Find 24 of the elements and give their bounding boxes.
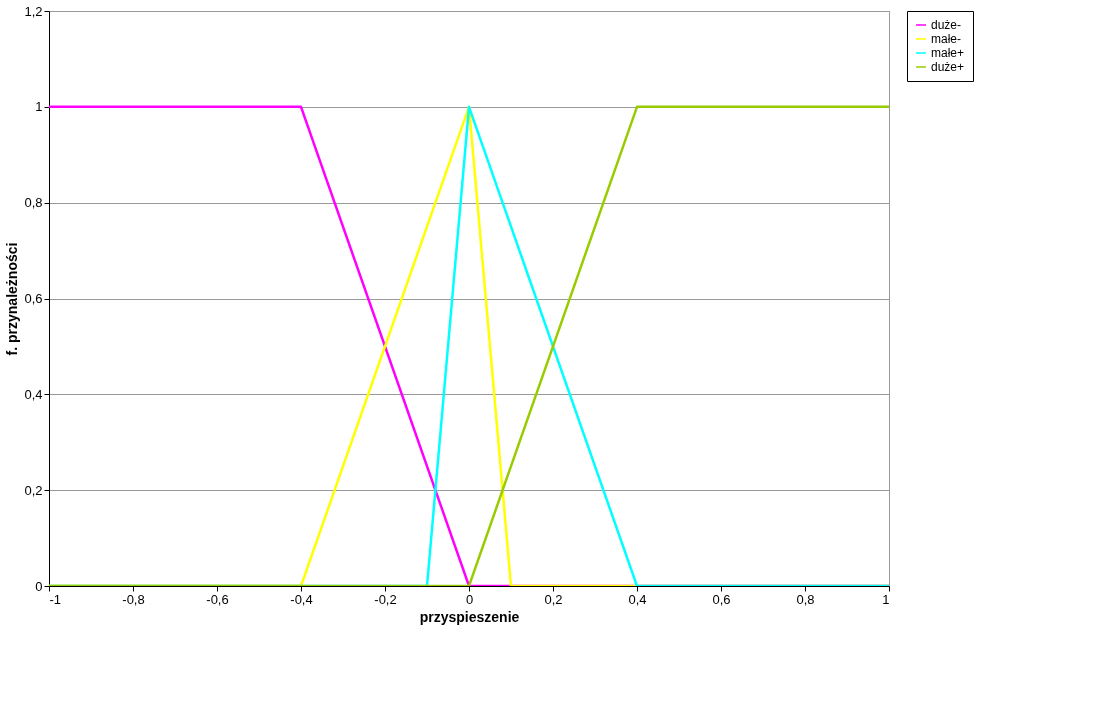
y-tick-label: 0,6 [24,291,43,306]
x-tick-label: -0,4 [290,591,313,607]
x-tick-label: -1 [49,591,62,607]
y-tick-label: 0,8 [24,195,43,211]
x-tick-label: 0,6 [712,591,731,607]
y-tick-label: 0,2 [24,482,43,498]
x-axis-title: przyspieszenie [419,608,520,625]
x-tick-label: -0,6 [206,591,229,607]
y-axis-title: f. przynależności [4,242,21,356]
x-tick-label: -0,2 [374,591,397,607]
y-tick-label: 0,4 [24,386,43,402]
x-tick-label: 0,4 [628,591,647,607]
x-tick-label: -0,8 [122,591,145,607]
x-tick-label: 0,8 [796,591,815,607]
x-tick-label: 1 [882,591,890,607]
y-tick-label: 1 [35,99,43,115]
legend-label: duże+ [931,60,965,74]
legend-label: małe- [931,32,962,46]
y-tick-label: 0 [35,578,43,594]
y-tick-label: 1,2 [24,3,43,19]
legend-label: duże- [931,18,962,32]
x-tick-label: 0 [465,591,474,607]
legend-label: małe+ [931,46,965,60]
x-tick-label: 0,2 [544,591,563,607]
